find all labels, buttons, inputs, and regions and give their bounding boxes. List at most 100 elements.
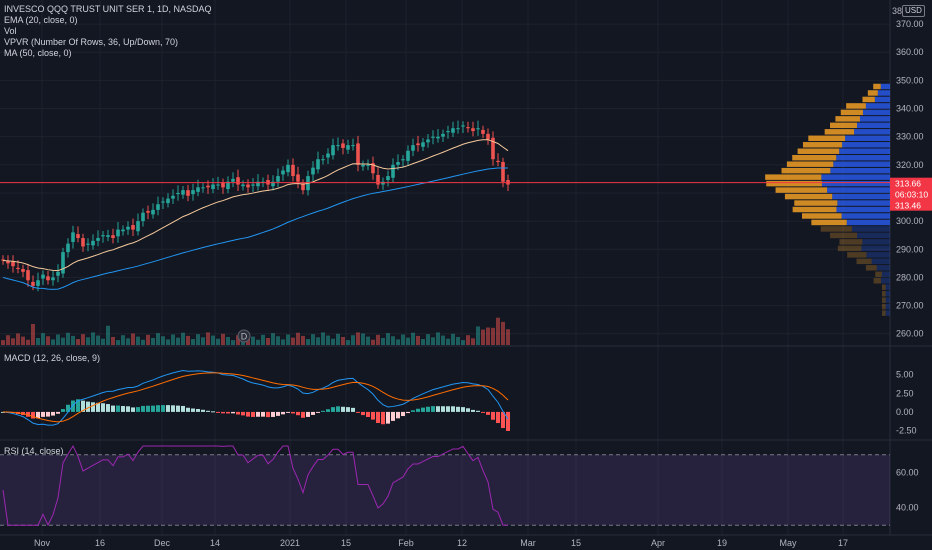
symbol-title[interactable]: INVESCO QQQ TRUST UNIT SER 1, 1D, NASDAQ [4, 4, 212, 14]
volume-bar [306, 339, 310, 345]
macd-histogram-bar [471, 409, 475, 412]
macd-histogram-bar [396, 411, 400, 419]
candle-body [146, 211, 150, 213]
vpvr-legend[interactable]: VPVR (Number Of Rows, 36, Up/Down, 70) [4, 37, 179, 47]
candle-body [111, 235, 115, 239]
volume-bar [31, 324, 35, 345]
macd-histogram-bar [221, 411, 225, 414]
time-tick: Apr [651, 538, 665, 548]
candle-body [451, 128, 455, 133]
price-tick: 290.00 [896, 244, 924, 254]
volume-bar [196, 334, 200, 345]
vpvr-up [837, 200, 890, 206]
volume-bar [146, 334, 150, 345]
macd-histogram-bar [341, 406, 345, 412]
rsi-label[interactable]: RSI (14, close) [4, 446, 64, 456]
time-tick: Feb [398, 538, 414, 548]
currency-badge[interactable]: USD [902, 5, 925, 17]
earnings-marker-label: D [241, 332, 248, 342]
vpvr-down [873, 278, 881, 284]
candle-body [371, 163, 375, 174]
candle-body [276, 176, 280, 182]
volume-profile [765, 83, 890, 316]
volume-bar [6, 335, 10, 345]
price-tick: 370.00 [896, 19, 924, 29]
vol-legend[interactable]: Vol [4, 26, 17, 36]
vpvr-down [846, 103, 866, 109]
earnings-marker [237, 329, 251, 343]
ma-badge [890, 199, 932, 211]
vpvr-up [861, 245, 890, 252]
candle-body [116, 229, 120, 237]
vpvr-up [885, 297, 890, 303]
macd-histogram-bar [206, 410, 210, 412]
ma-legend[interactable]: MA (50, close, 0) [4, 48, 72, 58]
candle-body [76, 234, 80, 239]
volume-bar [151, 338, 155, 345]
candle-body [321, 159, 325, 161]
candle-body [126, 226, 130, 230]
volume-bar [81, 334, 85, 345]
volume-bar [46, 336, 50, 345]
macd-histogram-bar [141, 405, 145, 412]
volume-bar [481, 329, 485, 345]
macd-histogram-bar [476, 410, 480, 412]
candle-body [211, 184, 215, 190]
macd-histogram-bar [261, 411, 265, 417]
volume-bar [271, 333, 275, 345]
macd-histogram-bar [176, 405, 180, 412]
macd-histogram-bar [366, 411, 370, 417]
candle-body [336, 145, 340, 147]
candle-body [96, 238, 100, 241]
vpvr-up [862, 109, 890, 116]
vpvr-up [885, 284, 890, 290]
candle-body [361, 164, 365, 167]
candle-body [256, 181, 260, 187]
ema-legend[interactable]: EMA (20, close, 0) [4, 15, 78, 25]
rsi-background [0, 454, 890, 526]
macd-label[interactable]: MACD (12, 26, close, 9) [4, 353, 101, 363]
candle-body [181, 190, 185, 195]
volume-bar [421, 339, 425, 345]
volume-bar [16, 333, 20, 345]
candle-body [16, 267, 20, 269]
candle-body [186, 190, 190, 196]
candle-body [156, 204, 160, 210]
volume-bar [461, 340, 465, 345]
volume-bar [126, 338, 130, 345]
candle-body [476, 128, 480, 130]
vpvr-down [882, 290, 886, 297]
candles[interactable]: D [1, 120, 510, 343]
volume-bar [156, 333, 160, 345]
candle-body [1, 259, 5, 261]
vpvr-up [854, 129, 890, 135]
macd-histogram-bar [391, 411, 395, 421]
vpvr-down [882, 310, 886, 316]
volume-bar [231, 340, 235, 345]
macd-histogram-bar [466, 408, 470, 412]
rsi-tick: 60.00 [896, 467, 919, 477]
macd-tick: 0.00 [896, 407, 914, 417]
candle-body [386, 176, 390, 181]
macd-histogram-bar [231, 411, 235, 414]
macd-histogram-bar [51, 411, 55, 416]
volume-bar [496, 317, 500, 345]
volume-bar [341, 336, 345, 345]
macd-histogram-bar [281, 411, 285, 415]
macd-histogram-bar [401, 411, 405, 417]
macd-line [2, 369, 509, 426]
volume-bar [211, 335, 215, 345]
volume-bar [41, 333, 45, 345]
candle-body [311, 167, 315, 175]
macd-histogram-bar [181, 405, 185, 412]
volume-bar [56, 334, 60, 345]
candle-body [241, 184, 245, 187]
ma-line [2, 167, 509, 290]
candle-body [356, 143, 360, 165]
macd-histogram-bar [276, 411, 280, 416]
volume-bar [221, 333, 225, 345]
volume-bar [11, 338, 15, 345]
vpvr-down [882, 297, 886, 303]
macd-pane [1, 369, 510, 431]
